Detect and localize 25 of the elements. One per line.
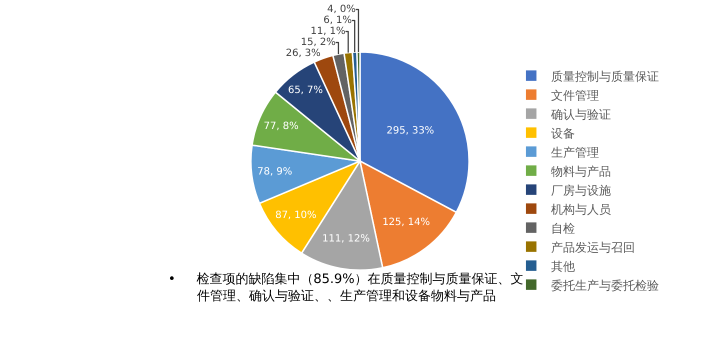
data-label: 11, 1% [310,26,346,37]
data-label: 78, 9% [257,166,292,178]
legend-label: 厂房与设施 [551,183,612,198]
legend-label: 其他 [551,259,576,274]
data-label: 295, 33% [386,125,434,136]
legend-label: 机构与人员 [551,202,612,216]
data-label: 6, 1% [323,14,352,26]
legend-label: 设备 [551,126,576,140]
legend-label: 质量控制与质量保证 [551,69,660,84]
data-label: 26, 3% [286,48,321,59]
data-label: 15, 2% [300,36,336,48]
data-label: 111, 12% [322,233,370,244]
data-label: 77, 8% [264,120,299,132]
text: • 检查项的缺陷集中（85.9%）在质量控制与质量保证、文件管理、确认与验证、、生产管理和设备物料与产品 [168,272,524,304]
data-label: 87, 10% [275,210,317,221]
legend-label: 确认与验证 [550,107,612,122]
data-label: 4, 0% [327,4,356,15]
legend-label: 生产管理 [551,145,600,160]
legend-label: 自检 [551,221,576,236]
data-label: 65, 7% [288,85,323,96]
legend-label: 产品发运与召回 [551,240,636,254]
legend-label: 物料与产品 [551,164,612,178]
legend-label: 文件管理 [551,88,600,102]
data-label: 125, 14% [382,216,430,228]
legend-label: 委托生产与委托检验 [551,278,660,292]
